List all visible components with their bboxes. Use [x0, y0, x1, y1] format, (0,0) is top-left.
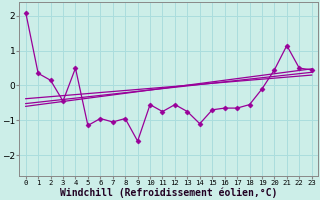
- X-axis label: Windchill (Refroidissement éolien,°C): Windchill (Refroidissement éolien,°C): [60, 187, 277, 198]
